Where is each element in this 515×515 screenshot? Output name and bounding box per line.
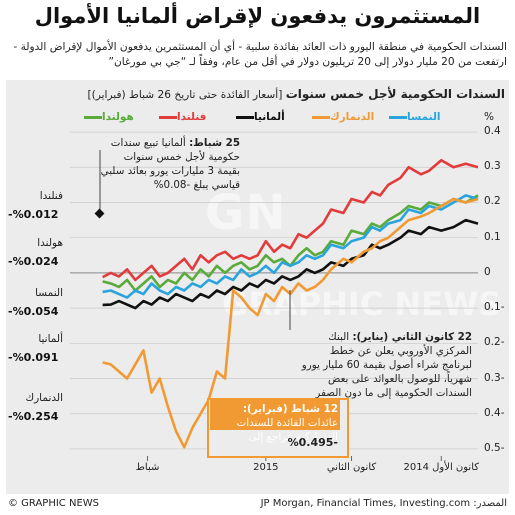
note-jan22: 22 كانون الثاني (يناير): البنك المركزي ا…: [300, 330, 472, 400]
chart-subtitle-bold: السندات الحكومية لأجل خمس سنوات: [285, 87, 505, 101]
end-label-finland-name: فنلندا: [39, 190, 63, 202]
series-line-finland: [102, 158, 479, 282]
legend-item-denmark: الدنمارك: [308, 110, 374, 124]
series-line-denmark: [102, 197, 479, 449]
y-tick-label: 0.5-: [484, 441, 505, 454]
series-line-netherlands: [102, 194, 479, 292]
intro-text: السندات الحكومية في منطقة اليورو ذات الع…: [13, 41, 507, 68]
y-axis-unit: %: [484, 111, 494, 123]
legend-label: هولندا: [102, 111, 134, 123]
legend-label: ألمانيا: [254, 111, 285, 123]
legend-swatch: [312, 115, 330, 119]
chart-subtitle: السندات الحكومية لأجل خمس سنوات [أسعار ا…: [87, 87, 505, 101]
end-label-netherlands-name: هولندا: [37, 237, 63, 249]
legend-item-netherlands: هولندا: [80, 110, 134, 124]
y-tick-label: 0.1-: [484, 301, 505, 314]
note-jan22-date: 22 كانون الثاني (يناير):: [352, 331, 472, 343]
note-feb25: 25 شباط: ألمانيا تبيع سندات حكومية لأجل …: [100, 136, 240, 192]
x-tick-label: كانون الأول 2014: [403, 462, 480, 473]
chart-subtitle-rest: [أسعار الفائدة حتى تاريخ 26 شباط (فبراير…: [87, 89, 283, 101]
legend-label: فنلندا: [177, 111, 207, 123]
note-feb25-text: ألمانيا تبيع سندات حكومية لأجل خمس سنوات…: [100, 137, 240, 191]
legend-label: النمسا: [407, 111, 441, 123]
legend-swatch: [389, 115, 407, 119]
series-line-germany: [102, 218, 479, 310]
y-tick-label: 0.4-: [484, 406, 505, 419]
end-label-germany-name: ألمانيا: [38, 333, 63, 345]
y-tick-label: 0.4: [484, 125, 501, 138]
end-label-austria-name: النمسا: [35, 287, 63, 299]
legend-swatch: [159, 115, 177, 119]
legend-swatch: [236, 115, 254, 119]
y-tick-label: 0.2: [484, 195, 501, 208]
watermark-logo: GN: [205, 185, 287, 241]
series-line-austria: [102, 194, 479, 299]
note-feb12-text: عائدات الفائدة للسندات الدنماركية تتراجع…: [236, 417, 338, 443]
callout-denmark-header: [210, 400, 340, 430]
y-tick-label: 0.2-: [484, 336, 505, 349]
note-feb12-value: -%0.495: [287, 436, 338, 449]
footer-copyright: © GRAPHIC NEWS: [8, 498, 100, 509]
end-label-austria-value: -%0.054: [8, 305, 59, 318]
x-tick-label: 2015: [253, 462, 279, 473]
end-label-germany-value: -%0.091: [8, 351, 59, 364]
y-tick-label: 0: [484, 265, 491, 278]
page-title: المستثمرون يدفعون لإقراض ألمانيا الأموال: [34, 4, 481, 28]
legend-swatch: [84, 115, 102, 119]
legend-item-austria: النمسا: [385, 110, 441, 124]
legend-item-germany: ألمانيا: [232, 110, 285, 124]
y-tick-label: 0.3-: [484, 371, 505, 384]
y-tick-label: 0.1: [484, 230, 501, 243]
end-label-denmark-value: -%0.254: [8, 410, 59, 423]
note-jan22-text: البنك المركزي الأوروبي يعلن عن خطط لبرنا…: [301, 331, 472, 399]
footer-source: المصدر: JP Morgan, Financial Times, Inve…: [260, 498, 507, 509]
x-tick-label: شباط: [135, 462, 160, 473]
watermark-text: GRAPHIC NEWS: [222, 285, 502, 323]
legend-item-finland: فنلندا: [155, 110, 206, 124]
y-tick-label: 0.3: [484, 160, 501, 173]
note-feb25-marker: [94, 208, 105, 219]
legend-label: الدنمارك: [330, 111, 375, 123]
note-feb12-date: 12 شباط (فبراير):: [242, 403, 338, 415]
end-label-denmark-name: الدنمارك: [25, 392, 63, 404]
end-label-netherlands-value: -%0.024: [8, 255, 59, 268]
note-feb12: 12 شباط (فبراير): عائدات الفائدة للسندات…: [212, 402, 338, 444]
x-tick-label: كانون الثاني: [326, 462, 377, 473]
note-feb25-date: 25 شباط:: [189, 137, 240, 149]
end-label-finland-value: -%0.012: [8, 208, 59, 221]
